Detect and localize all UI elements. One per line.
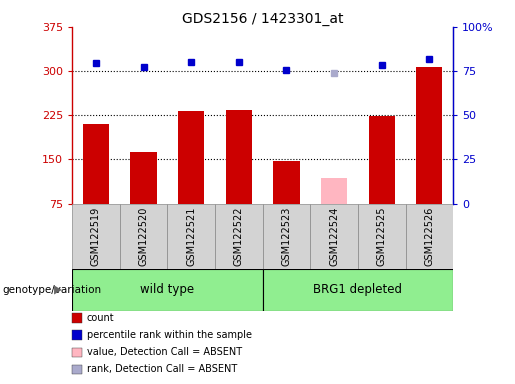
Title: GDS2156 / 1423301_at: GDS2156 / 1423301_at	[182, 12, 344, 26]
Bar	[226, 110, 252, 204]
Text: GSM122526: GSM122526	[424, 207, 434, 266]
Bar	[273, 161, 300, 204]
Bar	[72, 269, 263, 311]
Text: GSM122521: GSM122521	[186, 207, 196, 266]
Bar	[178, 111, 204, 204]
Bar	[321, 178, 347, 204]
Bar	[119, 204, 167, 269]
Text: rank, Detection Call = ABSENT: rank, Detection Call = ABSENT	[87, 364, 237, 374]
Bar	[83, 124, 109, 204]
Text: GSM122523: GSM122523	[282, 207, 291, 266]
Text: GSM122522: GSM122522	[234, 207, 244, 266]
Bar	[405, 204, 453, 269]
Bar	[263, 269, 453, 311]
Text: GSM122519: GSM122519	[91, 207, 101, 266]
Bar	[215, 204, 263, 269]
Bar	[369, 116, 395, 204]
Bar	[358, 204, 405, 269]
Text: genotype/variation: genotype/variation	[3, 285, 101, 295]
Text: GSM122525: GSM122525	[377, 207, 387, 266]
Bar	[310, 204, 358, 269]
Bar	[416, 67, 442, 204]
Bar	[72, 204, 119, 269]
Text: GSM122520: GSM122520	[139, 207, 148, 266]
Bar	[263, 204, 310, 269]
Text: GSM122524: GSM122524	[329, 207, 339, 266]
Text: percentile rank within the sample: percentile rank within the sample	[87, 330, 251, 340]
Text: count: count	[87, 313, 114, 323]
Bar	[130, 152, 157, 204]
Text: value, Detection Call = ABSENT: value, Detection Call = ABSENT	[87, 347, 242, 357]
Text: wild type: wild type	[140, 283, 195, 296]
Bar	[167, 204, 215, 269]
Text: BRG1 depleted: BRG1 depleted	[314, 283, 402, 296]
